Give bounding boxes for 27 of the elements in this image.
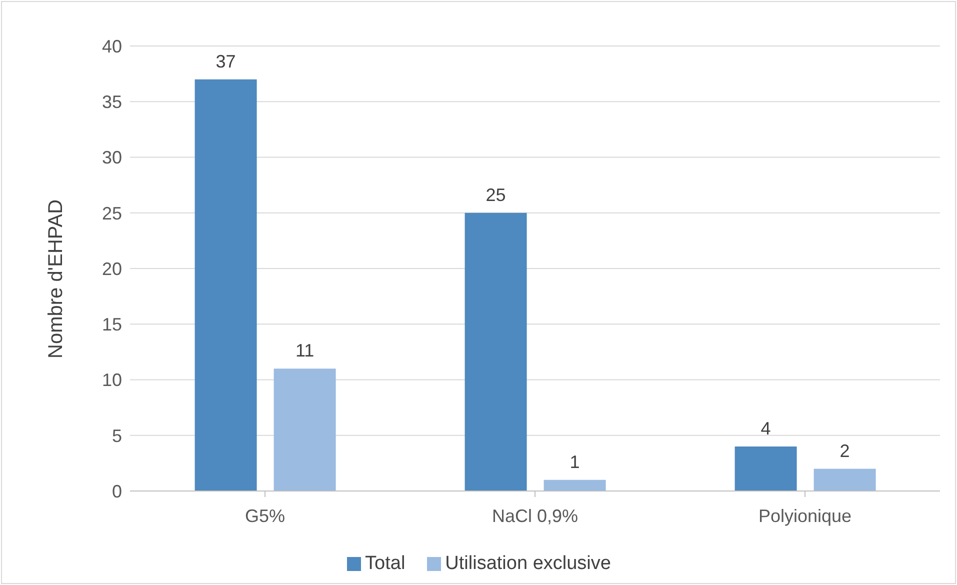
y-tick-label: 0 <box>112 481 122 502</box>
y-tick-label: 15 <box>102 314 122 335</box>
y-tick-label: 5 <box>112 426 122 446</box>
bar <box>464 212 527 491</box>
bar <box>734 446 797 491</box>
bar <box>814 468 876 491</box>
y-tick-label: 40 <box>102 36 122 56</box>
y-tick-label: 10 <box>102 370 122 390</box>
legend-label: Total <box>365 553 406 574</box>
data-label: 11 <box>295 340 314 361</box>
x-tick-label: NaCl 0,9% <box>492 506 578 526</box>
data-label: 4 <box>760 418 771 438</box>
bar <box>194 79 257 491</box>
y-tick-label: 25 <box>102 203 122 224</box>
y-tick-label: 35 <box>102 92 122 112</box>
y-tick-label: 20 <box>102 258 122 279</box>
data-label: 37 <box>216 51 236 72</box>
y-tick-label: 30 <box>102 148 122 168</box>
x-tick-label: G5% <box>244 506 286 526</box>
legend-label: Utilisation exclusive <box>445 553 611 574</box>
data-label: 2 <box>840 440 850 461</box>
y-axis-title: Nombre d'EHPAD <box>45 199 68 358</box>
data-label: 25 <box>486 184 506 205</box>
x-tick-label: Polyionique <box>758 506 852 526</box>
data-label: 1 <box>570 452 580 472</box>
bar <box>274 368 336 491</box>
bar <box>544 480 606 491</box>
